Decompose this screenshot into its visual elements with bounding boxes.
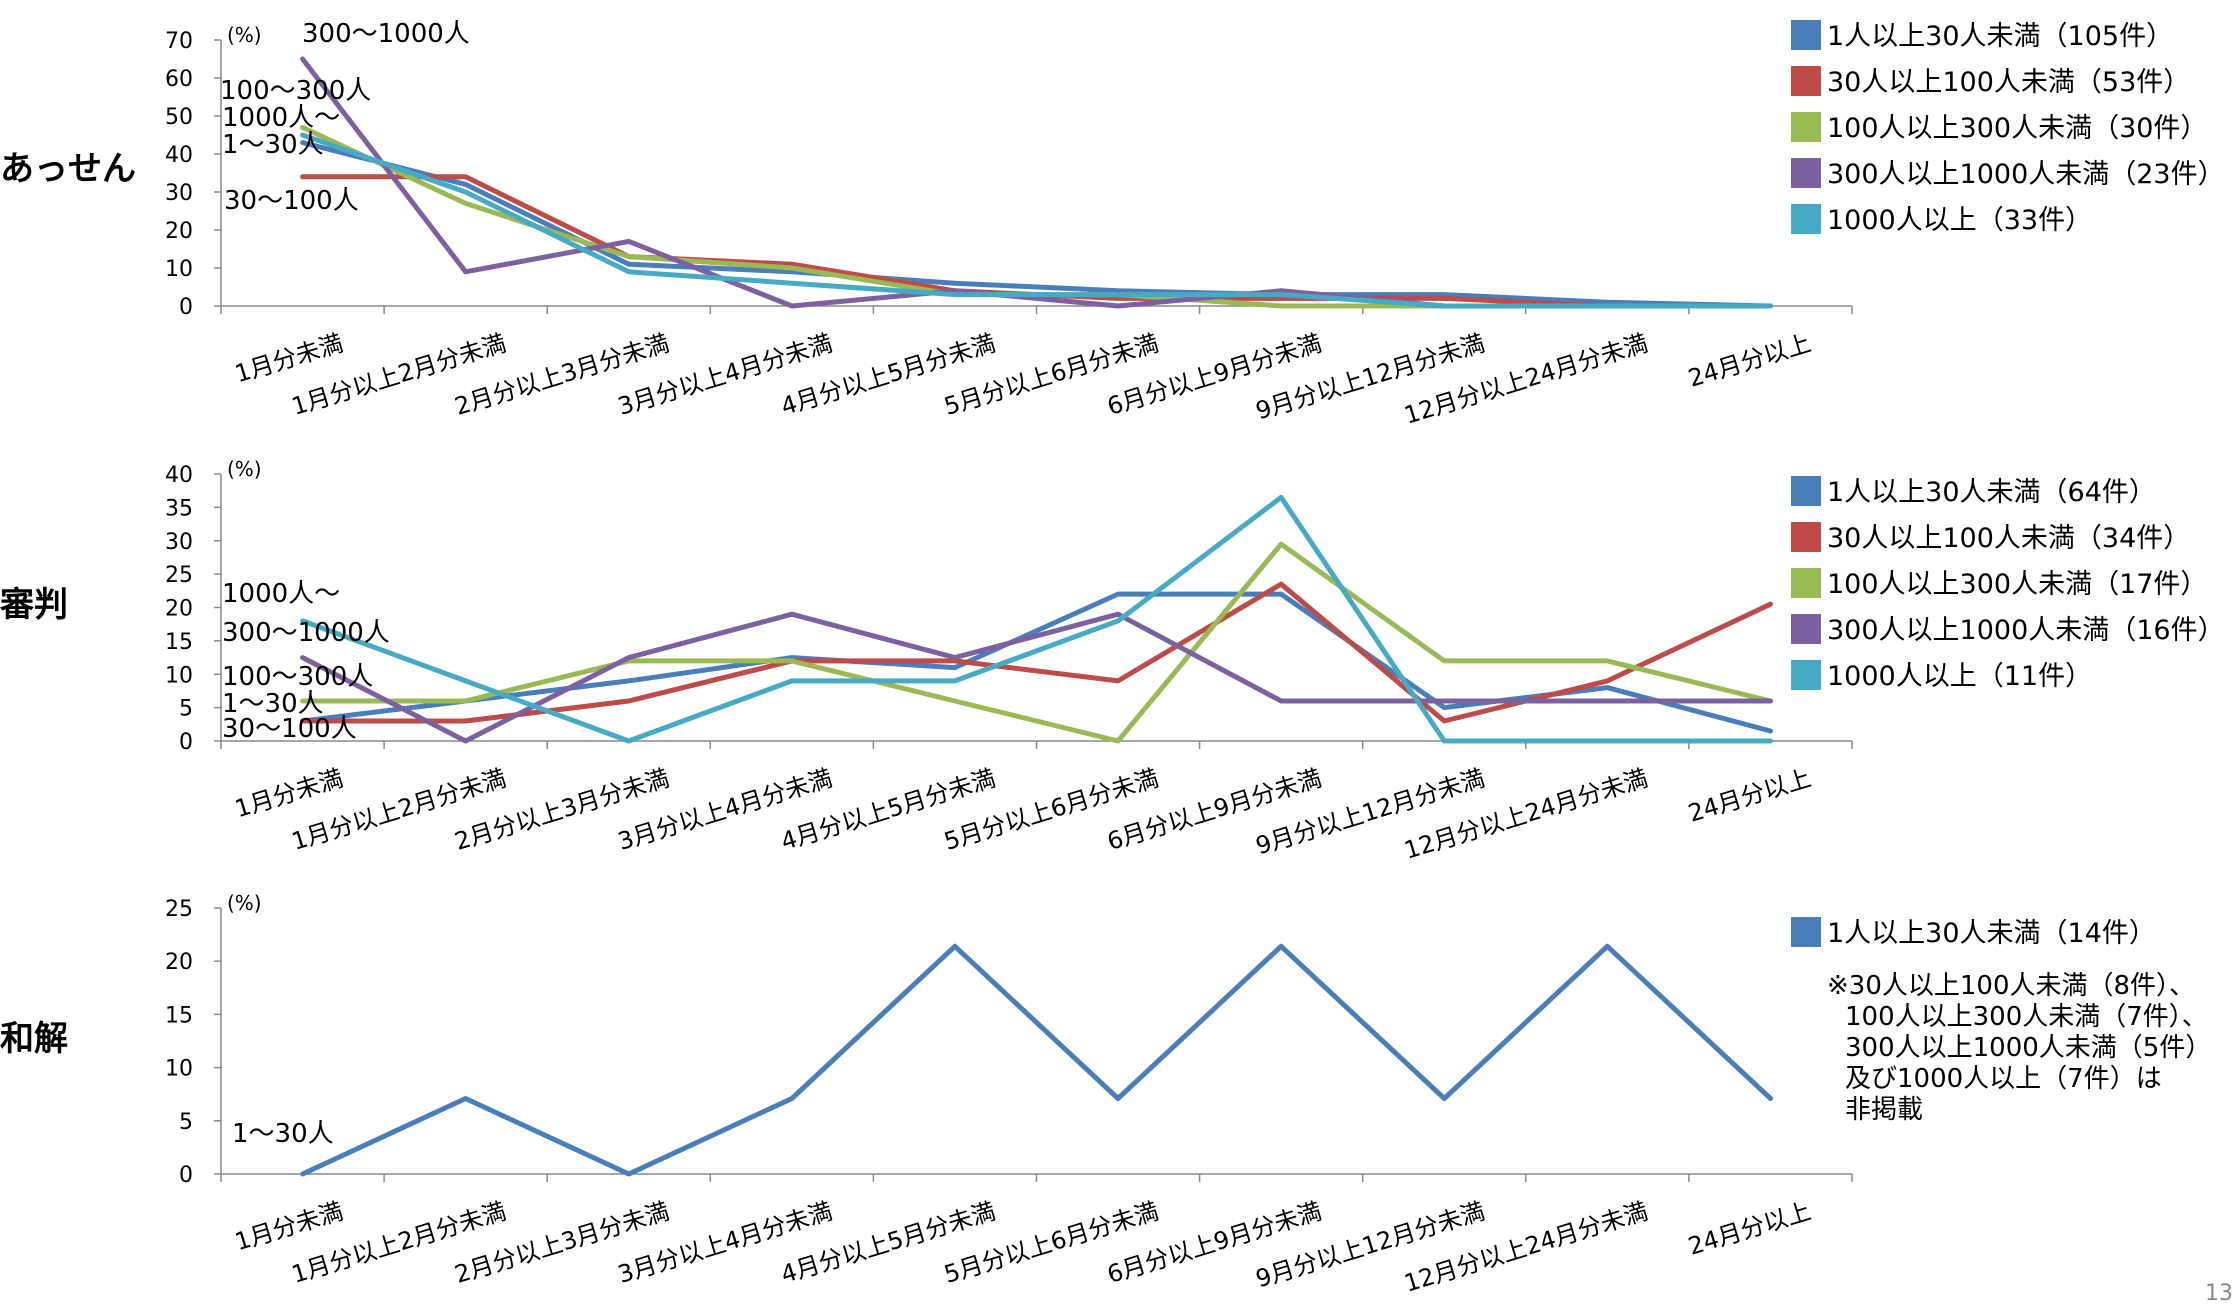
series-line-5 xyxy=(300,494,1773,744)
y-tick-label: 60 xyxy=(165,67,193,92)
y-tick-label: 50 xyxy=(165,105,193,130)
x-tick-label: 24月分以上 xyxy=(1685,329,1814,393)
legend-label: 100人以上300人未満（30件） xyxy=(1827,113,2207,144)
x-tick-label: 24月分以上 xyxy=(1685,1197,1814,1261)
y-tick-label: 25 xyxy=(165,897,193,922)
series-annotation: 1〜30人 xyxy=(222,130,324,160)
series-annotation: 1000人〜 xyxy=(222,579,340,609)
section-label: 和解 xyxy=(0,1019,68,1059)
note-line: 300人以上1000人未満（5件） xyxy=(1845,1033,2211,1063)
series-annotation: 300〜1000人 xyxy=(222,618,390,648)
note-line: 非掲載 xyxy=(1845,1095,1923,1125)
y-tick-label: 40 xyxy=(165,143,193,168)
y-tick-label: 0 xyxy=(179,295,193,320)
legend-swatch xyxy=(1791,476,1821,506)
legend-swatch xyxy=(1791,568,1821,598)
y-tick-label: 0 xyxy=(179,730,193,755)
legend-label: 30人以上100人未満（53件） xyxy=(1827,67,2190,98)
legend-label: 300人以上1000人未満（16件） xyxy=(1827,615,2225,646)
note-line: 100人以上300人未満（7件）、 xyxy=(1845,1002,2208,1032)
series-annotation: 300〜1000人 xyxy=(302,19,470,49)
y-tick-label: 10 xyxy=(165,257,193,282)
series-annotation: 100〜300人 xyxy=(220,76,371,106)
series-line-1 xyxy=(300,943,1773,1177)
series-annotation: 1〜30人 xyxy=(222,689,324,719)
y-tick-label: 25 xyxy=(165,563,193,588)
legend-label: 1000人以上（33件） xyxy=(1827,205,2092,236)
page-number: 13 xyxy=(2205,1281,2233,1306)
section-label: 審判 xyxy=(0,585,68,625)
y-tick-label: 30 xyxy=(165,530,193,555)
series-annotation: 30〜100人 xyxy=(224,186,359,216)
y-tick-label: 35 xyxy=(165,496,193,521)
unit-label: (%) xyxy=(227,891,262,915)
legend-label: 300人以上1000人未満（23件） xyxy=(1827,159,2225,190)
legend-swatch xyxy=(1791,112,1821,142)
y-tick-label: 30 xyxy=(165,181,193,206)
note-line: 及び1000人以上（7件）は xyxy=(1845,1064,2162,1094)
legend-swatch xyxy=(1791,917,1821,947)
legend-label: 1人以上30人未満（64件） xyxy=(1827,477,2156,508)
y-tick-label: 15 xyxy=(165,1003,193,1028)
series-annotation: 30〜100人 xyxy=(222,714,357,744)
y-tick-label: 20 xyxy=(165,950,193,975)
series-annotation: 100〜300人 xyxy=(222,662,373,692)
legend-label: 30人以上100人未満（34件） xyxy=(1827,523,2190,554)
legend-swatch xyxy=(1791,158,1821,188)
x-tick-label: 1月分未満 xyxy=(232,764,347,823)
legend-swatch xyxy=(1791,66,1821,96)
note-line: ※30人以上100人未満（8件）、 xyxy=(1827,971,2195,1001)
series-line-3 xyxy=(300,541,1773,744)
legend-label: 1人以上30人未満（105件） xyxy=(1827,21,2173,52)
y-tick-label: 20 xyxy=(165,219,193,244)
y-tick-label: 10 xyxy=(165,1057,193,1082)
y-tick-label: 5 xyxy=(179,1110,193,1135)
series-line-1 xyxy=(300,591,1773,734)
series-line-1 xyxy=(300,140,1773,309)
x-tick-label: 1月分未満 xyxy=(232,329,347,388)
series-line-3 xyxy=(300,124,1773,309)
y-tick-label: 0 xyxy=(179,1163,193,1188)
y-tick-label: 70 xyxy=(165,29,193,54)
legend-swatch xyxy=(1791,522,1821,552)
series-line-5 xyxy=(300,132,1773,309)
legend-swatch xyxy=(1791,660,1821,690)
series-line-4 xyxy=(300,611,1773,744)
y-tick-label: 40 xyxy=(165,463,193,488)
series-annotation: 1000人〜 xyxy=(222,103,340,133)
legend-label: 100人以上300人未満（17件） xyxy=(1827,569,2207,600)
legend-swatch xyxy=(1791,204,1821,234)
x-tick-label: 1月分未満 xyxy=(232,1197,347,1256)
y-tick-label: 10 xyxy=(165,663,193,688)
section-label: あっせん xyxy=(0,149,136,189)
x-tick-label: 24月分以上 xyxy=(1685,764,1814,828)
legend-swatch xyxy=(1791,614,1821,644)
series-line-4 xyxy=(300,56,1773,309)
y-tick-label: 20 xyxy=(165,597,193,622)
unit-label: (%) xyxy=(227,457,262,481)
unit-label: (%) xyxy=(227,23,262,47)
y-tick-label: 15 xyxy=(165,630,193,655)
legend-label: 1000人以上（11件） xyxy=(1827,661,2092,692)
series-annotation: 1〜30人 xyxy=(232,1119,334,1149)
legend-swatch xyxy=(1791,20,1821,50)
y-tick-label: 5 xyxy=(179,697,193,722)
legend-label: 1人以上30人未満（14件） xyxy=(1827,918,2156,949)
